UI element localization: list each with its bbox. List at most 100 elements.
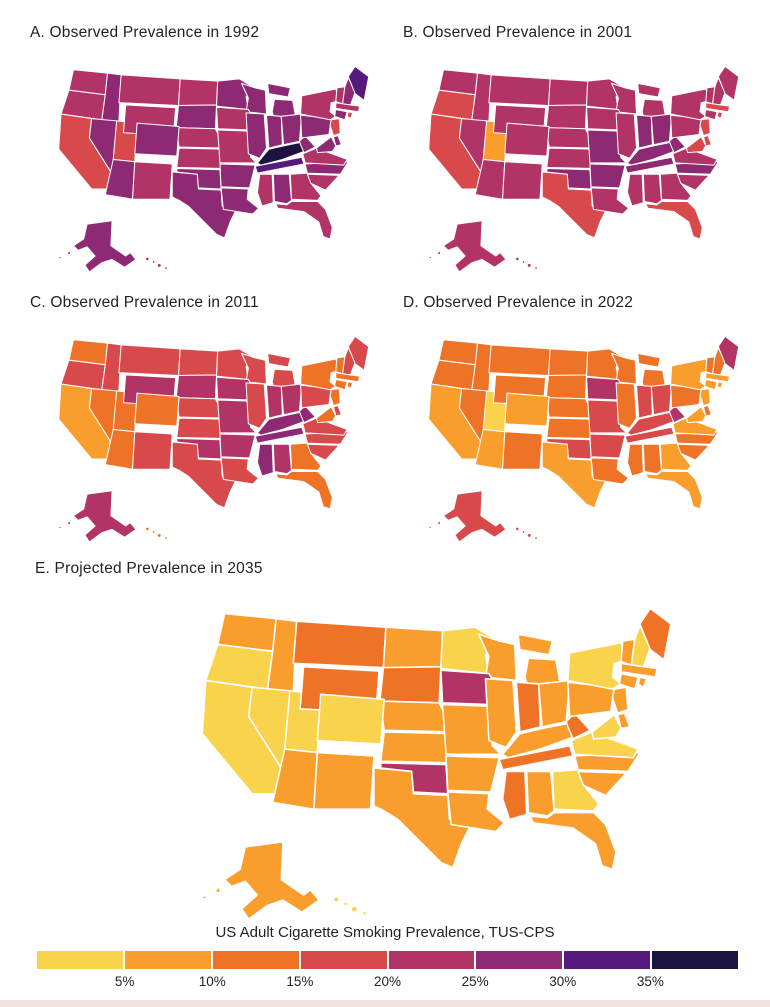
- state-md-2035: [591, 714, 622, 740]
- legend-segment-7: [564, 951, 651, 969]
- state-ak-1992: [57, 220, 137, 273]
- state-oh-1992: [280, 113, 303, 146]
- state-oh-2011: [280, 383, 303, 416]
- state-ar-2022: [589, 433, 626, 459]
- legend-segment-3: [212, 951, 299, 969]
- state-la-2022: [590, 457, 630, 485]
- state-al-1992: [272, 173, 292, 205]
- state-sd-2011: [175, 374, 218, 400]
- state-wi-2011: [241, 352, 268, 385]
- state-al-2035: [525, 770, 555, 817]
- state-nm-1992: [132, 161, 173, 200]
- state-in-2001: [635, 114, 653, 149]
- map-svg-2035: [199, 607, 672, 920]
- state-la-1992: [220, 187, 260, 215]
- state-in-2011: [265, 384, 283, 419]
- state-fl-1992: [275, 200, 333, 240]
- state-ms-2011: [256, 443, 274, 477]
- state-de-2035: [616, 712, 631, 730]
- state-va-2035: [570, 731, 639, 759]
- state-co-2035: [316, 693, 386, 745]
- state-me-2035: [639, 607, 672, 661]
- state-sc-2035: [577, 770, 627, 797]
- legend-tick-20: 20%: [373, 974, 402, 989]
- state-ny-2035: [567, 641, 629, 690]
- state-ct-1992: [334, 108, 348, 121]
- state-co-2001: [504, 122, 550, 157]
- state-nd-2035: [382, 626, 444, 669]
- state-co-1992: [134, 122, 180, 157]
- state-la-2011: [220, 457, 260, 485]
- state-nd-2022: [547, 348, 589, 377]
- map-svg-2022: [427, 335, 740, 543]
- state-wi-2022: [611, 352, 638, 385]
- state-nm-2035: [313, 751, 375, 810]
- choropleth-map-2001: [406, 50, 758, 278]
- map-svg-2001: [427, 65, 740, 273]
- state-me-2011: [347, 335, 370, 371]
- state-sd-1992: [175, 104, 218, 130]
- state-tx-2001: [541, 171, 608, 239]
- state-nj-2001: [699, 118, 711, 137]
- panel-b-title: B. Observed Prevalence in 2001: [403, 24, 633, 41]
- state-tx-1992: [171, 171, 238, 239]
- state-il-2035: [484, 678, 518, 749]
- state-ks-2035: [380, 731, 456, 764]
- state-ny-2022: [670, 358, 711, 391]
- state-tn-2011: [254, 426, 305, 444]
- legend-segment-5: [388, 951, 475, 969]
- state-nj-1992: [329, 118, 341, 137]
- state-ak-2001: [427, 220, 507, 273]
- state-ks-2011: [176, 417, 227, 440]
- state-il-2001: [615, 112, 638, 159]
- map-svg-2011: [57, 335, 370, 543]
- state-ct-2011: [334, 378, 348, 391]
- state-tn-2022: [624, 426, 675, 444]
- state-tx-2035: [373, 767, 473, 869]
- state-me-2001: [717, 65, 740, 101]
- choropleth-map-2035: [168, 584, 700, 928]
- state-ms-2022: [626, 443, 644, 477]
- panel-a-title: A. Observed Prevalence in 1992: [30, 24, 260, 41]
- legend-tick-5: 5%: [114, 974, 135, 989]
- state-ms-2035: [501, 770, 528, 821]
- legend-segment-2: [124, 951, 211, 969]
- state-sd-2022: [545, 374, 588, 400]
- state-va-2001: [672, 147, 718, 166]
- state-de-2001: [702, 135, 712, 147]
- state-mt-2022: [488, 344, 551, 377]
- state-de-1992: [332, 135, 342, 147]
- state-hi-2001: [515, 256, 538, 270]
- state-nd-1992: [177, 78, 219, 107]
- panel-e-title: E. Projected Prevalence in 2035: [35, 560, 263, 577]
- state-mo-1992: [217, 129, 257, 164]
- state-la-2035: [446, 791, 506, 833]
- state-tn-2001: [624, 156, 675, 174]
- state-hi-2035: [332, 895, 368, 917]
- legend-segment-8: [652, 951, 738, 969]
- state-nm-2011: [132, 431, 173, 470]
- choropleth-map-1992: [36, 50, 388, 278]
- state-sc-2011: [306, 443, 340, 461]
- state-wi-2035: [477, 633, 518, 682]
- state-ma-1992: [335, 102, 361, 113]
- state-mo-2001: [587, 129, 627, 164]
- state-ma-2011: [335, 372, 361, 383]
- state-va-2022: [672, 417, 718, 436]
- state-oh-2035: [537, 679, 571, 728]
- state-hi-2011: [145, 526, 168, 540]
- state-nm-2001: [502, 161, 543, 200]
- state-ar-2035: [445, 755, 500, 793]
- state-ny-2001: [670, 88, 711, 121]
- state-md-2001: [685, 136, 707, 154]
- state-de-2022: [702, 405, 712, 417]
- state-ny-1992: [300, 88, 341, 121]
- state-ri-2001: [716, 111, 724, 120]
- state-oh-2001: [650, 113, 673, 146]
- legend-tick-10: 10%: [198, 974, 226, 989]
- state-sd-2035: [379, 665, 442, 704]
- state-ms-2001: [626, 173, 644, 207]
- state-mt-2035: [292, 620, 387, 669]
- state-va-2011: [302, 417, 348, 436]
- state-al-2001: [642, 173, 662, 205]
